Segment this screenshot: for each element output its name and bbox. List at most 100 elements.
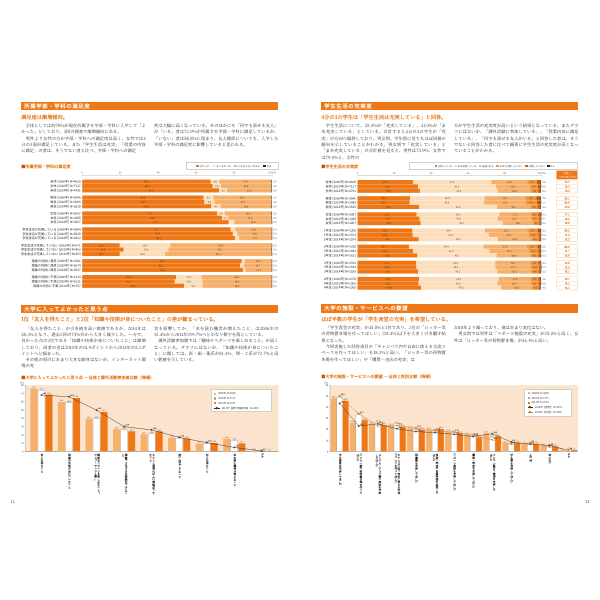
- svg-text:79.0: 79.0: [564, 221, 570, 225]
- svg-text:0.3: 0.3: [543, 221, 547, 225]
- svg-text:16.5: 16.5: [170, 435, 174, 438]
- svg-text:4.1: 4.1: [533, 205, 537, 209]
- svg-text:7.2: 7.2: [523, 441, 526, 444]
- svg-text:0.3: 0.3: [273, 236, 277, 240]
- svg-text:23.2: 23.2: [504, 229, 509, 233]
- svg-text:21.8: 21.8: [506, 233, 511, 237]
- svg-text:4.3: 4.3: [533, 261, 537, 265]
- svg-text:44.7: 44.7: [459, 221, 464, 225]
- svg-text:68.5: 68.5: [47, 392, 51, 395]
- svg-text:学生生活が充実していない [2006年] N=671: 学生生活が充実していない [2006年] N=671: [21, 242, 81, 247]
- svg-text:33.1: 33.1: [386, 281, 391, 285]
- svg-text:5.2: 5.2: [530, 180, 534, 184]
- svg-text:80: 80: [503, 171, 506, 175]
- svg-text:0.6: 0.6: [543, 277, 547, 281]
- svg-text:0: 0: [357, 171, 359, 175]
- svg-text:8.5: 8.5: [513, 439, 516, 442]
- svg-text:0.5: 0.5: [543, 233, 547, 237]
- svg-text:9.7: 9.7: [241, 441, 244, 444]
- svg-text:22.8: 22.8: [247, 216, 252, 220]
- svg-text:64.5: 64.5: [75, 395, 79, 398]
- svg-text:0.3: 0.3: [543, 237, 547, 241]
- svg-text:6.5: 6.5: [513, 441, 516, 444]
- svg-text:3.9: 3.9: [533, 237, 537, 241]
- svg-text:2年生 [2006年] N=1018: 2年生 [2006年] N=1018: [324, 244, 356, 249]
- svg-text:0.9: 0.9: [543, 184, 547, 188]
- svg-text:1年生 [2014年] N=1574: 1年生 [2014年] N=1574: [324, 236, 356, 241]
- svg-text:4.0: 4.0: [533, 277, 537, 281]
- svg-text:17.0: 17.0: [181, 434, 185, 437]
- svg-text:53.4: 53.4: [219, 243, 224, 247]
- svg-text:68.5: 68.5: [564, 245, 570, 249]
- svg-text:22.6: 22.6: [503, 201, 508, 205]
- svg-text:84.0: 84.0: [160, 259, 165, 263]
- svg-text:3.9: 3.9: [219, 211, 223, 215]
- svg-text:男性 [2006年] N=2546: 男性 [2006年] N=2546: [50, 195, 81, 200]
- svg-text:7.5: 7.5: [532, 440, 535, 443]
- svg-text:0.6: 0.6: [543, 245, 547, 249]
- svg-text:39.6: 39.6: [95, 416, 99, 419]
- svg-text:28.1: 28.1: [381, 245, 386, 249]
- svg-text:男性 [2014年] N=3515: 男性 [2014年] N=3515: [50, 203, 81, 208]
- svg-text:43.1: 43.1: [455, 253, 460, 257]
- svg-text:21.0: 21.0: [408, 425, 412, 428]
- svg-text:67.9: 67.9: [144, 204, 149, 208]
- svg-text:60: 60: [466, 171, 469, 175]
- svg-text:40: 40: [326, 405, 329, 409]
- svg-text:36.3: 36.3: [235, 284, 240, 288]
- svg-text:26.8: 26.8: [115, 426, 119, 429]
- svg-text:33.7: 33.7: [386, 217, 391, 221]
- svg-text:18.0: 18.0: [512, 189, 517, 193]
- svg-text:74.8: 74.8: [564, 261, 570, 265]
- svg-text:0: 0: [22, 449, 24, 453]
- svg-text:42.4: 42.4: [455, 184, 460, 188]
- svg-text:66.0: 66.0: [70, 394, 74, 397]
- svg-text:3年生 [2006年] N=1702: 3年生 [2006年] N=1702: [324, 260, 356, 265]
- svg-text:0.3: 0.3: [273, 211, 277, 215]
- svg-text:30: 30: [21, 424, 24, 428]
- svg-text:0.9: 0.9: [543, 281, 547, 285]
- svg-text:15.4: 15.4: [225, 436, 229, 439]
- svg-text:4.4: 4.4: [533, 265, 537, 269]
- svg-text:68.8: 68.8: [564, 201, 570, 205]
- svg-text:3.2: 3.2: [223, 216, 227, 220]
- svg-text:0: 0: [327, 449, 329, 453]
- svg-text:1.4: 1.4: [538, 212, 542, 216]
- svg-text:100(%): 100(%): [537, 171, 546, 175]
- svg-text:28.6: 28.6: [381, 196, 386, 200]
- svg-text:14.1: 14.1: [256, 259, 261, 263]
- svg-text:26.5: 26.5: [244, 184, 249, 188]
- svg-text:26.5: 26.5: [143, 243, 148, 247]
- svg-text:1.3: 1.3: [543, 265, 547, 269]
- svg-text:5.2: 5.2: [207, 196, 211, 200]
- svg-text:1.6: 1.6: [537, 229, 541, 233]
- svg-text:71.1: 71.1: [147, 211, 152, 215]
- svg-text:0.6: 0.6: [273, 200, 277, 204]
- svg-text:0.3: 0.3: [543, 189, 547, 193]
- svg-text:41.3: 41.3: [448, 233, 453, 237]
- svg-text:29.7: 29.7: [241, 200, 246, 204]
- svg-text:23.5: 23.5: [398, 422, 402, 425]
- svg-text:28.3: 28.3: [381, 201, 386, 205]
- svg-text:9.8: 9.8: [192, 284, 196, 288]
- svg-text:20: 20: [21, 433, 24, 437]
- svg-text:3.5: 3.5: [534, 286, 538, 290]
- svg-text:4.0: 4.0: [221, 188, 225, 192]
- svg-text:43.1: 43.1: [456, 270, 461, 274]
- svg-text:男性 [2006年] N=2546: 男性 [2006年] N=2546: [326, 195, 357, 200]
- svg-text:48.7: 48.7: [126, 279, 131, 283]
- svg-text:33.9: 33.9: [386, 189, 391, 193]
- svg-text:2年生 [2010年] N=1692: 2年生 [2010年] N=1692: [324, 248, 356, 253]
- svg-text:16.8: 16.8: [514, 286, 519, 290]
- svg-text:1.4: 1.4: [538, 184, 542, 188]
- svg-text:4年生 [2006年] N=1378: 4年生 [2006年] N=1378: [324, 276, 356, 281]
- svg-text:17.9: 17.9: [446, 429, 450, 432]
- svg-text:75.3: 75.3: [564, 185, 570, 189]
- svg-text:75.6: 75.6: [564, 254, 570, 258]
- svg-text:1年生 [2010年] N=1763: 1年生 [2010年] N=1763: [324, 232, 356, 237]
- svg-text:41.5: 41.5: [449, 249, 454, 253]
- svg-text:80.4: 80.4: [156, 236, 161, 240]
- svg-text:19.0: 19.0: [251, 227, 256, 231]
- svg-text:67.6: 67.6: [144, 180, 149, 184]
- svg-text:13.4: 13.4: [233, 438, 237, 441]
